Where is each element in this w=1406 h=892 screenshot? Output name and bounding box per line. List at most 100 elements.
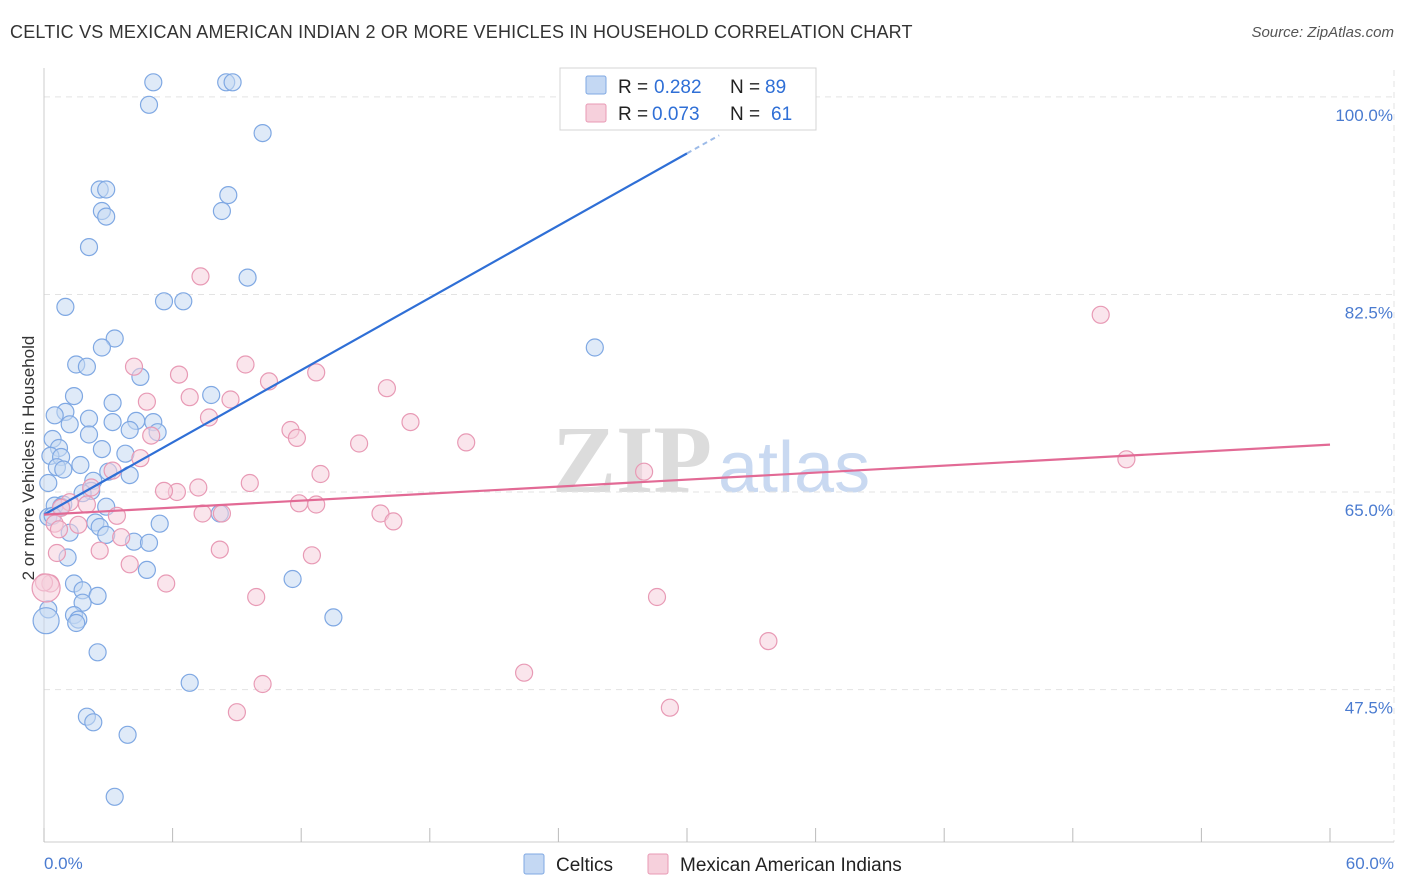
celtics-point-15 bbox=[56, 297, 75, 316]
celtics-point-43 bbox=[54, 460, 73, 479]
celtics-point-18 bbox=[585, 338, 604, 357]
stats-swatch-mexican bbox=[585, 103, 607, 123]
celtics-point-13 bbox=[154, 292, 174, 311]
mexican-point-8 bbox=[180, 388, 199, 407]
celtics-point-80 bbox=[118, 725, 137, 744]
celtics-point-81 bbox=[105, 787, 124, 806]
mexican-point-2 bbox=[236, 355, 255, 374]
stats-box: R = 0.282 N = 89 R = 0.073 N = 61 bbox=[559, 67, 817, 131]
stats-n-label-1: N = bbox=[730, 77, 760, 98]
stats-n-value-2: 61 bbox=[771, 104, 792, 125]
celtics-point-70 bbox=[73, 593, 92, 612]
mexican-point-52 bbox=[759, 631, 778, 651]
celtics-point-3 bbox=[139, 95, 159, 114]
stats-n-value-1: 89 bbox=[765, 77, 786, 98]
mexican-point-25 bbox=[189, 478, 208, 497]
y-axis-label: 2 or more Vehicles in Household bbox=[19, 336, 38, 581]
celtics-point-11 bbox=[79, 238, 99, 257]
celtics-point-48 bbox=[39, 473, 58, 493]
legend-swatch-celtics bbox=[523, 853, 545, 875]
mexican-point-22 bbox=[1117, 450, 1136, 469]
legend-swatch-mexican bbox=[647, 853, 669, 875]
celtics-cluster-point bbox=[32, 607, 60, 635]
mexican-point-4 bbox=[307, 363, 326, 382]
celtics-point-69 bbox=[88, 586, 107, 606]
mexican-point-56 bbox=[227, 703, 246, 722]
legend-label-celtics: Celtics bbox=[556, 855, 613, 876]
celtics-point-77 bbox=[180, 673, 199, 692]
mexican-point-33 bbox=[290, 494, 309, 513]
celtics-point-27 bbox=[79, 409, 99, 428]
celtics-point-38 bbox=[116, 444, 135, 463]
tick-labels: 47.5% 65.0% 82.5% 100.0% 0.0% 60.0% bbox=[44, 106, 1394, 873]
mexican-point-50 bbox=[247, 587, 266, 607]
celtics-point-14 bbox=[174, 292, 193, 311]
mexican-point-37 bbox=[384, 512, 403, 531]
celtics-point-16 bbox=[105, 329, 124, 348]
celtics-point-20 bbox=[77, 357, 97, 376]
mexican-point-13 bbox=[142, 426, 161, 445]
mexican-trend-line bbox=[43, 443, 1331, 516]
mexican-point-7 bbox=[377, 379, 396, 398]
mexican-point-30 bbox=[77, 495, 97, 514]
celtics-point-41 bbox=[71, 455, 90, 475]
trend-lines bbox=[43, 134, 1331, 516]
celtics-point-6 bbox=[97, 180, 116, 199]
stats-r-label-2: R = bbox=[618, 104, 648, 125]
mexican-point-9 bbox=[221, 390, 240, 409]
mexican-point-41 bbox=[112, 528, 131, 547]
celtics-point-76 bbox=[88, 643, 107, 662]
mexican-point-43 bbox=[210, 540, 229, 559]
celtics-point-10 bbox=[212, 201, 231, 221]
mexican-point-0 bbox=[191, 267, 210, 286]
grid-lines bbox=[44, 70, 1395, 842]
mexican-point-20 bbox=[311, 464, 330, 484]
mexican-point-15 bbox=[287, 428, 306, 447]
celtics-point-65 bbox=[137, 560, 156, 580]
y-tick-label-2: 82.5% bbox=[1345, 303, 1393, 322]
mexican-point-46 bbox=[47, 543, 67, 563]
celtics-point-26 bbox=[45, 406, 64, 425]
celtics-point-22 bbox=[64, 387, 84, 406]
mexican-point-3 bbox=[124, 357, 144, 376]
celtics-point-75 bbox=[67, 613, 86, 633]
celtics-point-4 bbox=[253, 124, 272, 143]
chart-title: CELTIC VS MEXICAN AMERICAN INDIAN 2 OR M… bbox=[10, 22, 913, 42]
celtics-point-66 bbox=[283, 569, 302, 589]
x-tick-label-1: 60.0% bbox=[1346, 854, 1394, 873]
mexican-point-23 bbox=[240, 473, 259, 493]
watermark-atlas: atlas bbox=[718, 428, 870, 508]
celtics-point-74 bbox=[324, 608, 343, 627]
mexican-point-32 bbox=[212, 504, 231, 523]
y-tick-label-1: 65.0% bbox=[1345, 501, 1393, 520]
stats-swatch-celtics bbox=[585, 75, 607, 95]
mexican-point-10 bbox=[137, 392, 156, 411]
mexican-point-47 bbox=[157, 574, 176, 593]
mexican-cluster-point bbox=[31, 573, 61, 603]
celtics-point-32 bbox=[120, 420, 139, 440]
mexican-point-5 bbox=[169, 365, 189, 384]
mexican-point-17 bbox=[457, 433, 476, 452]
celtics-point-24 bbox=[103, 393, 122, 412]
source-credit: Source: ZipAtlas.com bbox=[1251, 24, 1394, 41]
mexican-point-1 bbox=[1091, 305, 1110, 324]
mexican-point-42 bbox=[90, 541, 109, 560]
mexican-point-44 bbox=[302, 546, 321, 565]
mexican-point-51 bbox=[647, 587, 667, 607]
data-points bbox=[31, 73, 1136, 806]
watermark-zip: ZIP bbox=[552, 406, 712, 513]
mexican-point-40 bbox=[49, 520, 69, 539]
celtics-point-12 bbox=[238, 268, 257, 287]
legend: Celtics Mexican American Indians bbox=[523, 853, 902, 876]
celtics-point-17 bbox=[92, 338, 112, 357]
celtics-point-61 bbox=[97, 525, 116, 545]
stats-n-label-2: N = bbox=[730, 104, 760, 125]
stats-r-value-1: 0.282 bbox=[654, 77, 702, 98]
y-tick-label-3: 100.0% bbox=[1335, 106, 1393, 125]
mexican-point-27 bbox=[154, 481, 174, 500]
mexican-point-16 bbox=[350, 434, 369, 453]
mexican-point-31 bbox=[193, 504, 212, 523]
stats-r-value-2: 0.073 bbox=[652, 104, 700, 125]
celtics-point-28 bbox=[103, 413, 122, 432]
